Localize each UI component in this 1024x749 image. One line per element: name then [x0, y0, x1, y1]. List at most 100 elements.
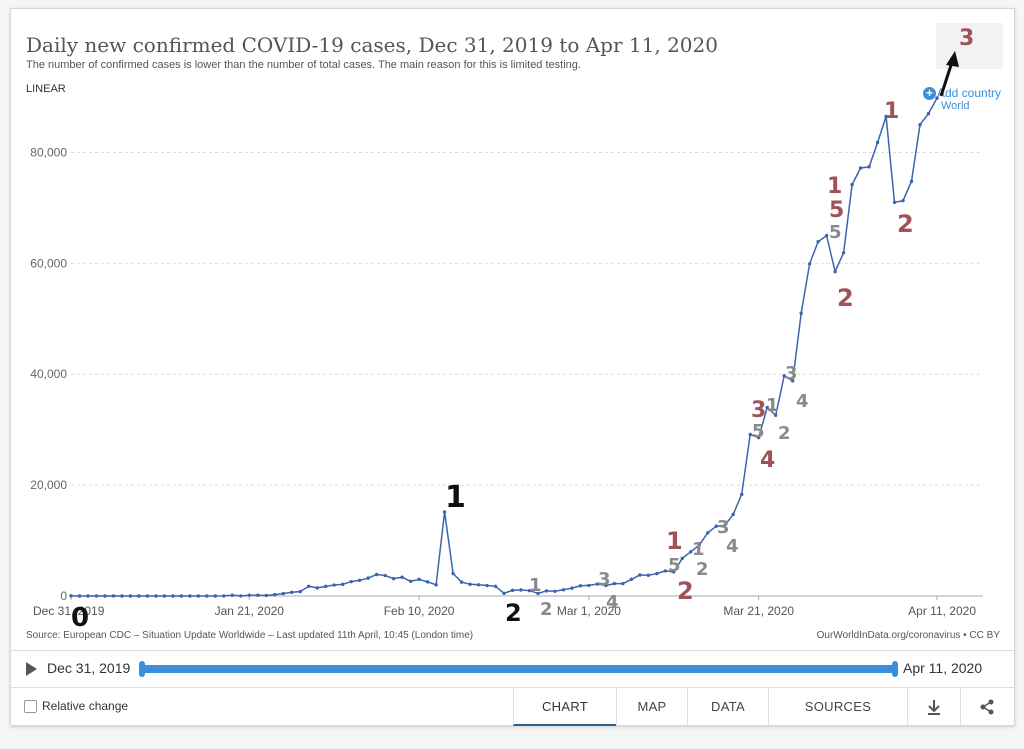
annotation-label: 1 — [445, 480, 466, 515]
data-point — [171, 594, 175, 598]
data-point — [137, 594, 141, 598]
data-point — [154, 594, 158, 598]
x-tick-label: Mar 1, 2020 — [557, 604, 621, 618]
timeline: Dec 31, 2019 Apr 11, 2020 — [11, 650, 1014, 687]
data-point — [391, 576, 396, 581]
annotation-label: 5 — [829, 198, 844, 223]
annotation-label: 1 — [692, 539, 705, 560]
chart-title: Daily new confirmed COVID-19 cases, Dec … — [26, 33, 718, 57]
data-point — [935, 96, 939, 100]
data-point — [468, 582, 472, 587]
timeline-track[interactable] — [142, 665, 896, 673]
tab-data[interactable]: DATA — [687, 688, 768, 726]
annotation-label: 4 — [726, 536, 739, 557]
tab-sources[interactable]: SOURCES — [768, 688, 907, 726]
play-icon[interactable] — [26, 662, 37, 676]
share-button[interactable] — [960, 688, 1013, 726]
data-point — [773, 413, 778, 417]
y-tick-label: 80,000 — [30, 145, 67, 159]
annotation-label: 4 — [796, 391, 809, 412]
data-point — [442, 510, 447, 514]
chart-card: Daily new confirmed COVID-19 cases, Dec … — [10, 8, 1015, 726]
data-point — [765, 405, 769, 410]
data-point — [748, 432, 752, 437]
data-point — [604, 583, 608, 588]
x-tick-label: Apr 11, 2020 — [908, 604, 976, 618]
data-point — [587, 583, 591, 588]
data-point — [281, 591, 285, 596]
data-point — [519, 588, 523, 592]
attribution-link[interactable]: OurWorldInData.org/coronavirus • CC BY — [816, 630, 1000, 641]
annotation-label: 1 — [529, 575, 542, 596]
data-point — [408, 579, 413, 583]
data-point — [145, 594, 150, 598]
x-tick-label: Mar 21, 2020 — [723, 604, 794, 618]
data-point — [162, 594, 167, 598]
data-point — [892, 200, 897, 205]
timeline-end-handle[interactable] — [892, 661, 898, 677]
footer-controls: Relative change CHART MAP DATA SOURCES — [11, 687, 1014, 726]
annotation-label: 5 — [752, 421, 765, 442]
download-button[interactable] — [907, 688, 960, 726]
annotation-label: 4 — [760, 448, 775, 473]
data-point — [307, 584, 311, 588]
relative-change-checkbox[interactable] — [24, 699, 37, 713]
data-point — [672, 570, 676, 574]
data-point — [340, 582, 345, 587]
annotation-label: 5 — [668, 555, 681, 576]
data-point — [697, 543, 701, 547]
data-point — [315, 586, 319, 590]
annotation-label: 2 — [677, 577, 694, 605]
annotation-label: 1 — [827, 174, 842, 199]
data-point — [909, 179, 914, 183]
data-point — [833, 269, 837, 274]
annotation-label: 3 — [717, 517, 730, 538]
data-point — [527, 588, 532, 593]
timeline-start-handle[interactable] — [139, 661, 145, 677]
data-point — [273, 592, 277, 597]
data-point — [901, 198, 905, 203]
tab-map[interactable]: MAP — [616, 688, 687, 726]
data-point — [230, 593, 235, 597]
annotation-label: 1 — [666, 527, 683, 555]
annotation-box — [936, 23, 1003, 69]
data-point — [858, 166, 863, 170]
data-point — [374, 572, 379, 577]
data-point — [103, 594, 107, 598]
annotation-label: 2 — [778, 423, 791, 444]
relative-change-label: Relative change — [42, 699, 129, 713]
annotation-label: 2 — [837, 284, 854, 312]
data-point — [205, 594, 209, 598]
data-point — [239, 594, 243, 598]
data-point — [77, 594, 82, 598]
data-point — [476, 583, 481, 587]
data-point — [689, 550, 693, 554]
data-point — [578, 584, 583, 588]
data-point — [417, 577, 421, 582]
data-point — [680, 556, 684, 561]
y-tick-label: 40,000 — [30, 367, 67, 381]
line-chart: 0 20,000 40,000 60,000 80,000 Dec 31, 2019 Jan… — [30, 26, 983, 633]
data-point — [850, 182, 854, 187]
data-point — [824, 233, 829, 238]
data-point — [349, 579, 353, 584]
data-point — [918, 123, 922, 127]
data-point — [425, 580, 430, 584]
annotation-label: 3 — [785, 363, 798, 384]
data-point — [298, 589, 302, 594]
relative-change-toggle[interactable]: Relative change — [24, 699, 128, 713]
tab-chart[interactable]: CHART — [513, 688, 616, 726]
data-point — [926, 111, 931, 116]
scale-toggle[interactable]: LINEAR — [26, 83, 66, 95]
data-point — [324, 584, 328, 589]
data-point — [256, 593, 260, 597]
data-point — [782, 374, 786, 378]
annotation-label: 5 — [829, 222, 842, 243]
annotation-label: 1 — [766, 395, 779, 416]
data-point — [86, 594, 90, 598]
data-point — [493, 584, 498, 589]
data-point — [570, 586, 574, 590]
add-country-button[interactable]: + Add country — [923, 86, 1001, 100]
chart-subtitle: The number of confirmed cases is lower t… — [26, 59, 581, 71]
data-point — [357, 578, 362, 583]
